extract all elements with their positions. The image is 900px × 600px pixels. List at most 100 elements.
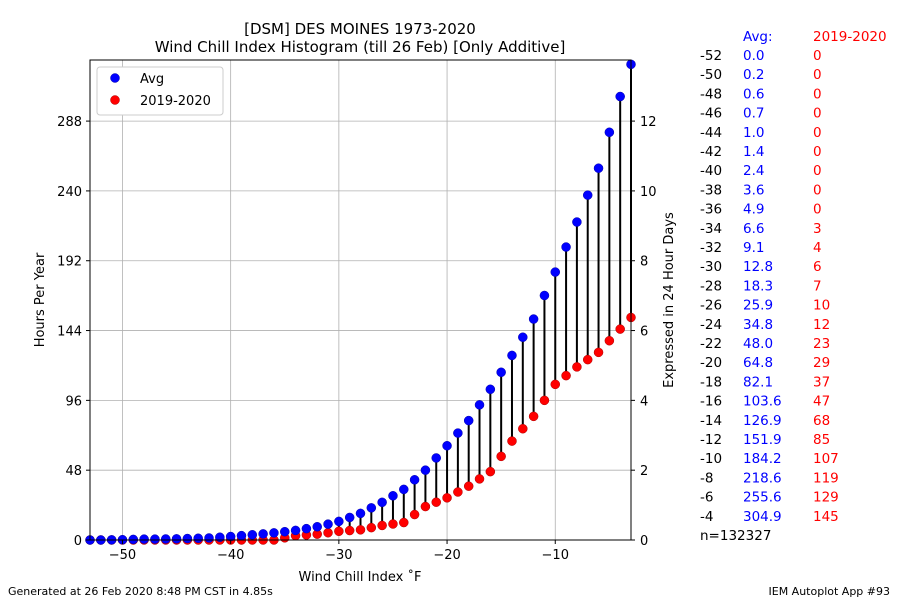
y-tick-label: 96 [65,394,82,409]
table-avg-value: 151.9 [743,432,782,448]
table-bin: -52 [700,48,722,64]
y-tick-label: 288 [57,115,82,130]
table-season-value: 0 [813,67,822,83]
table-season-value: 0 [813,48,822,64]
avg-point [334,516,344,527]
season-point [582,354,593,365]
y-tick-label: 192 [57,255,82,270]
table-avg-value: 1.0 [743,125,764,141]
table-bin: -24 [700,317,722,333]
avg-point [539,290,550,301]
table-season-value: 0 [813,163,822,179]
table-avg-value: 64.8 [743,355,773,371]
table-season-value: 129 [813,490,839,506]
avg-point [528,314,539,324]
avg-point [139,534,149,544]
season-point [388,519,398,529]
table-bin: -46 [700,106,722,122]
avg-point [312,522,322,532]
avg-point [193,533,203,544]
season-point [561,370,571,381]
avg-point [301,523,312,534]
y-axis-ticks: 0 48 96 144 192 240 288 [57,115,90,549]
season-point [334,526,344,537]
avg-point [507,350,517,361]
x-axis-ticks: −50 −40 −30 −20 −10 [109,540,569,563]
y2-tick-label: 10 [640,185,657,200]
x-tick-label: −40 [217,548,244,563]
avg-point [409,475,420,485]
avg-point [171,534,182,544]
table-avg-value: 2.4 [743,163,764,179]
season-point [496,451,506,462]
table-bin: -16 [700,394,722,410]
season-point [409,509,420,520]
avg-point [561,242,571,252]
avg-point [593,163,604,173]
chart-title-line1: [DSM] DES MOINES 1973-2020 [244,20,476,38]
table-bin: -6 [700,490,713,506]
table-avg-value: 218.6 [743,470,782,486]
y2-tick-label: 6 [640,325,648,340]
season-point [550,379,561,390]
table-avg-value: 0.2 [743,67,764,83]
table-bin: -20 [700,355,722,371]
table-avg-value: 34.8 [743,317,773,333]
avg-point [366,503,377,513]
table-avg-value: 18.3 [743,278,773,294]
season-point [431,497,441,507]
table-bin: -22 [700,336,722,352]
table-season-value: 0 [813,106,822,122]
table-season-value: 10 [813,298,830,314]
avg-point [604,127,615,138]
season-point [474,474,485,484]
table-bin: -12 [700,432,722,448]
avg-point [399,484,409,495]
avg-point [344,512,355,523]
table-bin: -50 [700,67,722,83]
avg-point [182,533,193,544]
table-bin: -10 [700,451,722,467]
table-season-value: 68 [813,413,830,429]
legend-box [96,66,224,116]
avg-point [355,508,366,519]
table-header-season: 2019-2020 [813,29,887,45]
table-season-value: 0 [813,144,822,160]
footer-app: IEM Autoplot App #93 [769,585,891,598]
table-avg-value: 0.6 [743,86,764,102]
avg-point [572,217,582,227]
table-season-value: 145 [813,509,839,525]
season-point [366,522,377,533]
avg-point [377,497,387,508]
season-point [518,423,528,434]
connector-lines [110,64,632,540]
season-point [604,335,615,346]
y-tick-label: 144 [57,325,82,340]
table-season-value: 0 [813,125,822,141]
chart-title-line2: Wind Chill Index Histogram (till 26 Feb)… [155,38,566,56]
table-avg-value: 48.0 [743,336,773,352]
season-point [528,411,539,422]
table-season-value: 0 [813,202,822,218]
avg-point [150,534,160,544]
table-bin: -30 [700,259,722,275]
y2-axis-ticks: 0 2 4 6 8 10 12 [631,115,657,549]
y2-tick-label: 8 [640,255,648,270]
table-rows: -52 0.0 0-50 0.2 0-48 0.6 0-46 0.7 0-44 1.0 0-42 1.… [700,48,839,525]
table-avg-value: 25.9 [743,298,773,314]
avg-point [258,529,268,539]
table-bin: -42 [700,144,722,160]
table-avg-value: 304.9 [743,509,782,525]
data-points [85,59,636,545]
table-bin: -18 [700,374,722,390]
table-avg-value: 0.7 [743,106,764,122]
season-point [442,493,452,503]
legend-season-marker [110,95,120,105]
x-tick-label: −20 [433,548,460,563]
table-avg-value: 4.9 [743,202,764,218]
table-bin: -4 [700,509,713,525]
table-season-value: 0 [813,86,822,102]
x-tick-label: −50 [109,548,136,563]
legend-avg-label: Avg [140,72,164,87]
y2-tick-label: 4 [640,394,648,409]
